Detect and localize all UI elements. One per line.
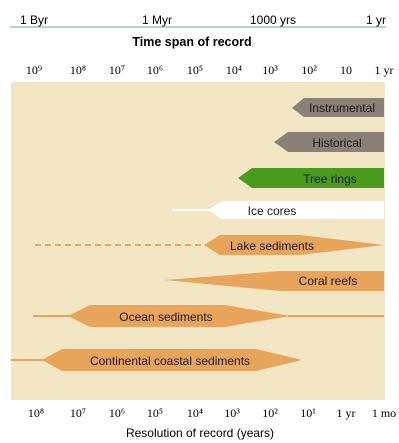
top-tick: 10⁷ [109,63,125,77]
bottom-tick: 10⁶ [109,406,125,420]
top-tick: 10⁹ [26,63,42,77]
historical-label: Historical [312,136,361,150]
top-tick: 10⁶ [147,63,163,77]
bottom-tick: 1 yr [337,406,356,420]
top-tick: 10⁴ [226,63,242,77]
instrumental-label: Instrumental [309,101,375,115]
continental-coastal-sediments-bar [42,349,302,371]
record-continental-coastal-sediments: Continental coastal sediments [11,349,302,371]
record-coral-reefs: Coral reefs [165,271,384,291]
bottom-tick: 1 mo [372,406,396,420]
bottom-tick: 10³ [224,406,240,420]
top-tick: 10 [340,63,352,77]
bottom-tick: 10¹ [300,406,316,420]
instrumental-bar [292,98,384,117]
ice-cores-bar [208,201,384,219]
ocean-sediments-bar [68,305,290,327]
ocean-sediments-label: Ocean sediments [119,310,212,324]
tree-rings-bar [238,168,384,188]
bottom-axis-title: Resolution of record (years) [126,426,274,440]
bottom-tick: 10⁸ [28,406,44,420]
record-lake-sediments: Lake sediments [35,235,384,255]
lake-sediments-bar [204,235,384,255]
historical-bar [274,132,384,152]
bottom-tick: 10⁷ [70,406,86,420]
bottom-tick: 10⁴ [187,406,203,420]
record-tree-rings: Tree rings [238,168,384,188]
coral-reefs-bar [165,271,384,291]
top-tick: 10³ [262,63,278,77]
time-span-title: Time span of record [132,35,251,49]
coral-reefs-label: Coral reefs [299,274,358,288]
time-span-label-1myr: 1 Myr [142,13,172,27]
ice-cores-label: Ice cores [248,204,297,218]
time-span-label-1byr: 1 Byr [20,13,48,27]
tree-rings-label: Tree rings [303,172,357,186]
time-span-scale: 1 Byr 1 Myr 1000 yrs 1 yr Time span of r… [10,13,386,49]
bottom-axis: 10⁸ 10⁷ 10⁶ 10⁵ 10⁴ 10³ 10² 10¹ 1 yr 1 m… [28,406,396,420]
time-span-label-1000yrs: 1000 yrs [250,13,296,27]
lake-sediments-label: Lake sediments [230,239,314,253]
record-instrumental: Instrumental [292,98,384,117]
bottom-tick: 10² [262,406,278,420]
bottom-tick: 10⁵ [147,406,163,420]
top-tick: 1 yr [375,63,394,77]
continental-coastal-sediments-label: Continental coastal sediments [90,354,250,368]
top-tick: 10⁸ [70,63,86,77]
record-historical: Historical [274,132,384,152]
top-axis: 10⁹ 10⁸ 10⁷ 10⁶ 10⁵ 10⁴ 10³ 10² 10 1 yr [26,63,394,77]
record-ice-cores: Ice cores [172,201,384,219]
top-tick: 10⁵ [187,63,203,77]
record-ocean-sediments: Ocean sediments [33,305,384,327]
top-tick: 10² [301,63,317,77]
time-span-label-1yr: 1 yr [366,13,386,27]
